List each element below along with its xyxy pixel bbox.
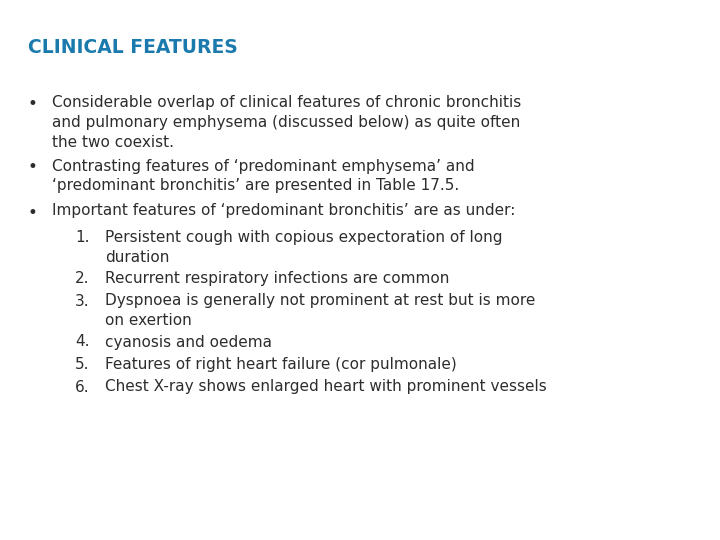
Text: 5.: 5. [75,357,89,372]
Text: 3.: 3. [75,294,89,308]
Text: Important features of ‘predominant bronchitis’ are as under:: Important features of ‘predominant bronc… [52,204,516,219]
Text: •: • [28,159,38,177]
Text: 6.: 6. [75,380,89,395]
Text: Features of right heart failure (cor pulmonale): Features of right heart failure (cor pul… [105,357,456,372]
Text: Contrasting features of ‘predominant emphysema’ and
‘predominant bronchitis’ are: Contrasting features of ‘predominant emp… [52,159,474,193]
Text: cyanosis and oedema: cyanosis and oedema [105,334,272,349]
Text: CLINICAL FEATURES: CLINICAL FEATURES [28,38,238,57]
Text: Chest X-ray shows enlarged heart with prominent vessels: Chest X-ray shows enlarged heart with pr… [105,380,546,395]
Text: 4.: 4. [75,334,89,349]
Text: •: • [28,95,38,113]
Text: •: • [28,204,38,221]
Text: 1.: 1. [75,230,89,245]
Text: Persistent cough with copious expectoration of long
duration: Persistent cough with copious expectorat… [105,230,503,265]
Text: Considerable overlap of clinical features of chronic bronchitis
and pulmonary em: Considerable overlap of clinical feature… [52,95,521,150]
Text: Recurrent respiratory infections are common: Recurrent respiratory infections are com… [105,271,449,286]
Text: 2.: 2. [75,271,89,286]
Text: Dyspnoea is generally not prominent at rest but is more
on exertion: Dyspnoea is generally not prominent at r… [105,294,536,328]
